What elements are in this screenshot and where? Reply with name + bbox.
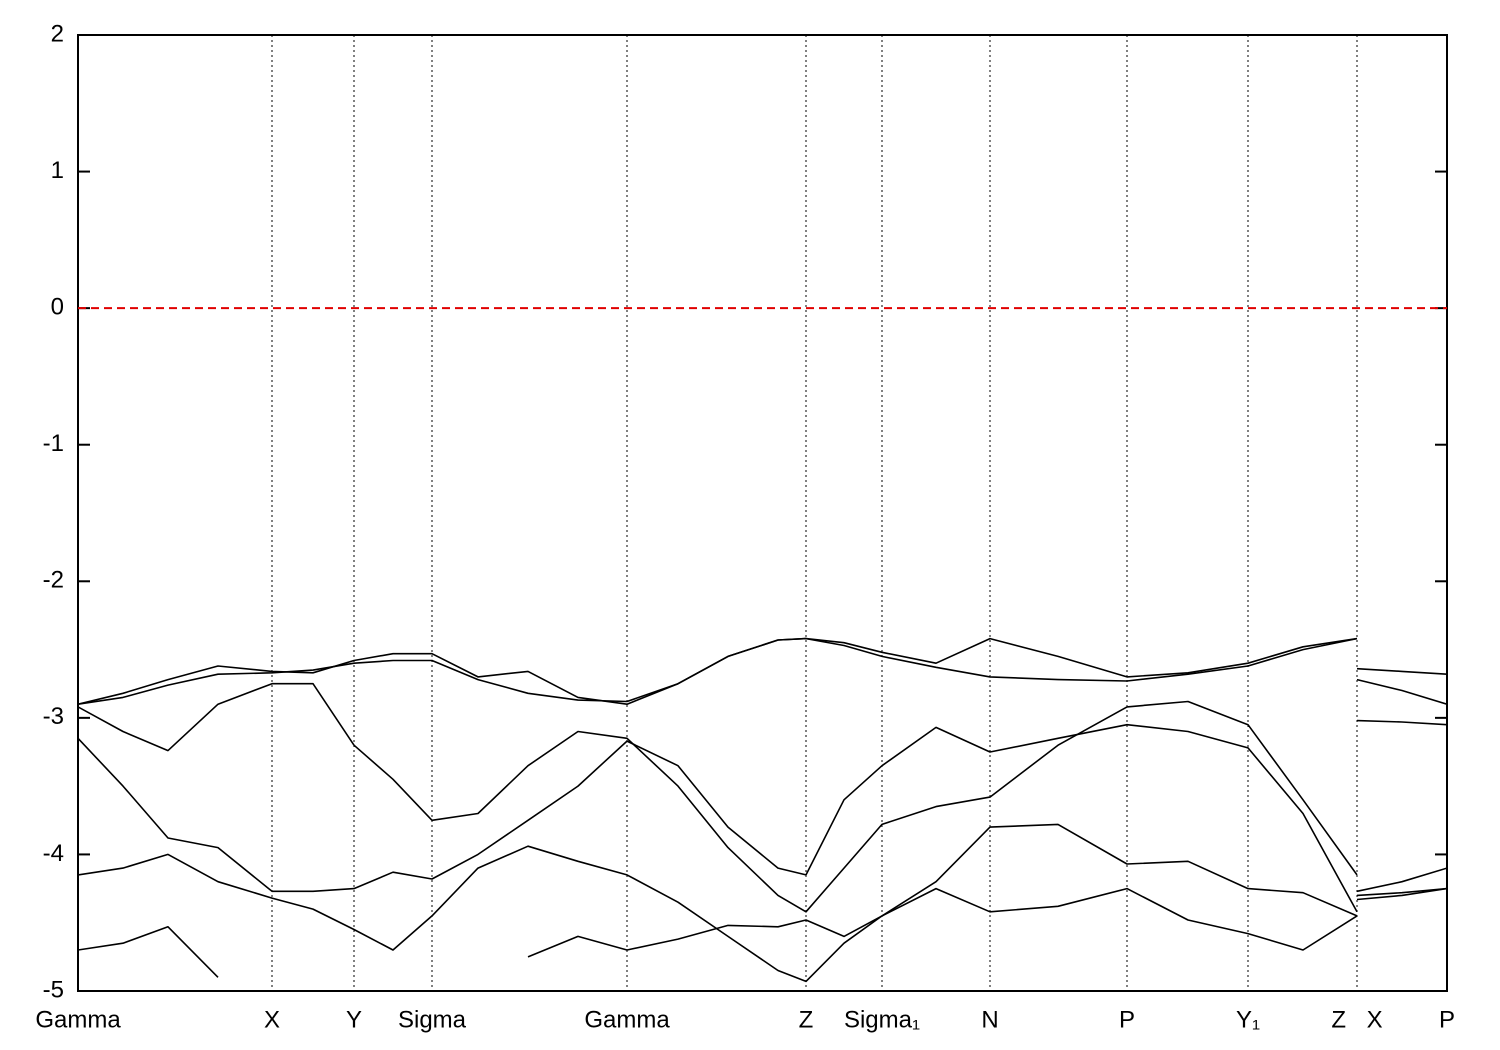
x-tick-label: P [1119, 1006, 1135, 1033]
y-tick-label: 2 [51, 20, 64, 47]
band-line [78, 845, 1447, 983]
x-tick-label: Z X [1331, 1006, 1382, 1033]
x-tick-label: P [1439, 1006, 1455, 1033]
y-tick-label: -2 [43, 567, 64, 594]
plot-frame [77, 34, 1448, 992]
y-tick-label: 0 [51, 293, 64, 320]
x-tick-label: Sigma₁ [844, 1006, 920, 1033]
x-tick-label: N [981, 1006, 998, 1033]
y-tick-label: 1 [51, 157, 64, 184]
y-tick-label: -3 [43, 703, 64, 730]
y-tick-label: -1 [43, 430, 64, 457]
x-tick-label: Sigma [398, 1006, 467, 1033]
band-line [78, 682, 1447, 913]
band-line [78, 823, 1447, 978]
y-tick-label: -5 [43, 976, 64, 1003]
plot-area [78, 637, 1447, 983]
band-line [78, 637, 1447, 705]
x-tick-label: Gamma [584, 1006, 670, 1033]
x-tick-label: X [264, 1006, 280, 1033]
x-tick-label: Y₁ [1236, 1006, 1260, 1033]
band-line [78, 723, 1447, 913]
y-tick-label: -4 [43, 840, 64, 867]
x-tick-label: Gamma [35, 1006, 121, 1033]
x-tick-label: Y [346, 1006, 362, 1033]
x-tick-label: Z [799, 1006, 814, 1033]
